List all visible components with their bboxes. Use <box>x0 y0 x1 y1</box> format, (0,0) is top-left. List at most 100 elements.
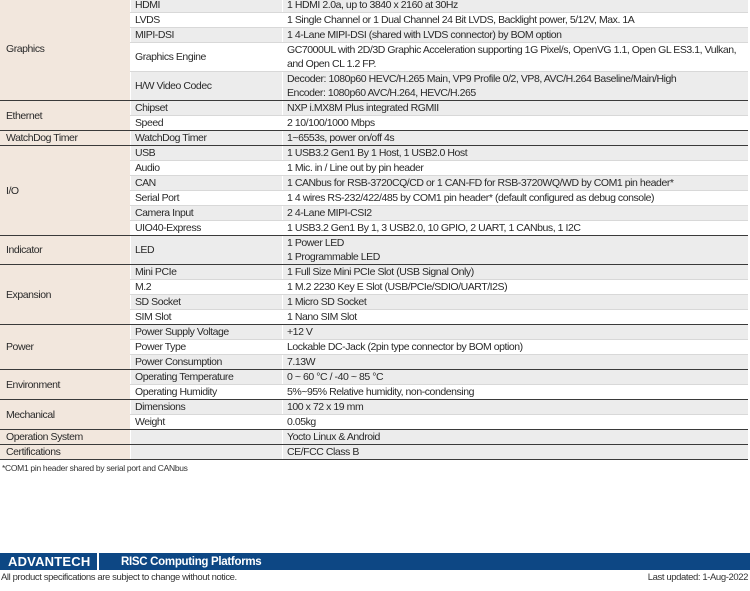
spec-item-name: LVDS <box>130 12 283 28</box>
spec-item-name <box>130 429 283 445</box>
spec-item-name: Serial Port <box>130 190 283 206</box>
spec-value-line: 1 USB3.2 Gen1 By 1, 3 USB2.0, 10 GPIO, 2… <box>287 222 581 234</box>
spec-item-name: Operating Temperature <box>130 369 283 385</box>
spec-item-value: 1 USB3.2 Gen1 By 1, 3 USB2.0, 10 GPIO, 2… <box>282 220 748 236</box>
spec-row: Indicator LED 1 Power LED 1 Programmable LE… <box>0 235 748 265</box>
spec-value-line: 1 Full Size Mini PCIe Slot (USB Signal O… <box>287 266 474 278</box>
spec-value-line: and Open CL 1.2 FP. <box>287 58 376 70</box>
spec-item-name: Power Type <box>130 339 283 355</box>
spec-value-line: Decoder: 1080p60 HEVC/H.265 Main, VP9 Pr… <box>287 73 677 85</box>
spec-row: Expansion Mini PCIe 1 Full Size Mini PCIe … <box>0 264 748 325</box>
spec-item-name: Camera Input <box>130 205 283 221</box>
spec-value-line: 1 Nano SIM Slot <box>287 311 357 323</box>
spec-item-name: MIPI-DSI <box>130 27 283 43</box>
spec-value-line: 2 4-Lane MIPI-CSI2 <box>287 207 372 219</box>
spec-row: UIO40-Express 1 USB3.2 Gen1 By 1, 3 USB2.… <box>0 220 748 236</box>
spec-item-name: Weight <box>130 414 283 430</box>
spec-item-name: M.2 <box>130 279 283 295</box>
spec-row: Graphics Engine GC7000UL with 2D/3D Graph… <box>0 42 748 72</box>
spec-row: H/W Video Codec Decoder: 1080p60 HEVC/H.2… <box>0 71 748 101</box>
spec-item-value: 1 Nano SIM Slot <box>282 309 748 325</box>
spec-value-line: CE/FCC Class B <box>287 446 359 458</box>
spec-value-line: 5%~95% Relative humidity, non-condensing <box>287 386 474 398</box>
spec-value-line: NXP i.MX8M Plus integrated RGMII <box>287 102 439 114</box>
spec-item-name: Power Supply Voltage <box>130 324 283 340</box>
spec-item-name: WatchDog Timer <box>130 130 283 146</box>
spec-item-value: 1 Single Channel or 1 Dual Channel 24 Bi… <box>282 12 748 28</box>
spec-row: Audio 1 Mic. in / Line out by pin header <box>0 160 748 176</box>
spec-value-line: Encoder: 1080p60 AVC/H.264, HEVC/H.265 <box>287 87 476 99</box>
spec-category: Indicator <box>0 235 131 265</box>
spec-row: MIPI-DSI 1 4-Lane MIPI-DSI (shared with L… <box>0 27 748 43</box>
spec-row: Weight 0.05kg <box>0 414 748 430</box>
spec-item-value: 0.05kg <box>282 414 748 430</box>
spec-row: I/O USB 1 USB3.2 Gen1 By 1 Host, 1 USB2.0 … <box>0 145 748 236</box>
spec-value-line: 1 Programmable LED <box>287 251 380 263</box>
spec-row: Operating Humidity 5%~95% Relative humidi… <box>0 384 748 400</box>
spec-value-line: 0.05kg <box>287 416 316 428</box>
spec-item-value: GC7000UL with 2D/3D Graphic Acceleration… <box>282 42 748 72</box>
spec-item-value: 2 4-Lane MIPI-CSI2 <box>282 205 748 221</box>
spec-category: Power <box>0 324 131 370</box>
spec-item-value: +12 V <box>282 324 748 340</box>
spec-value-line: GC7000UL with 2D/3D Graphic Acceleration… <box>287 44 737 56</box>
spec-item-value: 1 4 wires RS-232/422/485 by COM1 pin hea… <box>282 190 748 206</box>
spec-item-value: Yocto Linux & Android <box>282 429 748 445</box>
spec-value-line: +12 V <box>287 326 313 338</box>
spec-value-line: 1 CANbus for RSB-3720CQ/CD or 1 CAN-FD f… <box>287 177 674 189</box>
spec-item-name: Graphics Engine <box>130 42 283 72</box>
spec-row: Speed 2 10/100/1000 Mbps <box>0 115 748 131</box>
spec-item-name: LED <box>130 235 283 265</box>
spec-item-value: 5%~95% Relative humidity, non-condensing <box>282 384 748 400</box>
spec-value-line: 0 ~ 60 °C / -40 ~ 85 °C <box>287 371 384 383</box>
spec-row: Power Power Supply Voltage +12 V <box>0 324 748 370</box>
spec-item-value: 1 Micro SD Socket <box>282 294 748 310</box>
spec-item-name: UIO40-Express <box>130 220 283 236</box>
spec-item-value: 1 CANbus for RSB-3720CQ/CD or 1 CAN-FD f… <box>282 175 748 191</box>
spec-value-line: 1 M.2 2230 Key E Slot (USB/PCIe/SDIO/UAR… <box>287 281 508 293</box>
spec-row: Ethernet Chipset NXP i.MX8M Plus integrate… <box>0 100 748 131</box>
spec-item-value: 2 10/100/1000 Mbps <box>282 115 748 131</box>
spec-item-value: 1 Full Size Mini PCIe Slot (USB Signal O… <box>282 264 748 280</box>
spec-value-line: 100 x 72 x 19 mm <box>287 401 364 413</box>
spec-category: Ethernet <box>0 100 131 131</box>
spec-table: Graphics HDMI 1 HDMI 2.0a, up to 3840 x 21… <box>0 0 748 460</box>
spec-row: Camera Input 2 4-Lane MIPI-CSI2 <box>0 205 748 221</box>
spec-value-line: 1 Micro SD Socket <box>287 296 367 308</box>
spec-item-value: NXP i.MX8M Plus integrated RGMII <box>282 100 748 116</box>
spec-item-name: SD Socket <box>130 294 283 310</box>
spec-value-line: 1 HDMI 2.0a, up to 3840 x 2160 at 30Hz <box>287 0 458 11</box>
spec-row: Serial Port 1 4 wires RS-232/422/485 by C… <box>0 190 748 206</box>
spec-row: Certifications CE/FCC Class B <box>0 444 748 460</box>
spec-item-value: 1 4-Lane MIPI-DSI (shared with LVDS conn… <box>282 27 748 43</box>
spec-category: Operation System <box>0 429 131 445</box>
spec-item-value: Decoder: 1080p60 HEVC/H.265 Main, VP9 Pr… <box>282 71 748 101</box>
disclaimer: All product specifications are subject t… <box>1 572 237 583</box>
spec-item-name: Dimensions <box>130 399 283 415</box>
spec-row: SIM Slot 1 Nano SIM Slot <box>0 309 748 325</box>
spec-item-value: 7.13W <box>282 354 748 370</box>
spec-item-value: 1 Power LED 1 Programmable LED <box>282 235 748 265</box>
spec-item-name: SIM Slot <box>130 309 283 325</box>
spec-item-name: HDMI <box>130 0 283 13</box>
spec-item-name: USB <box>130 145 283 161</box>
spec-item-name: Power Consumption <box>130 354 283 370</box>
spec-row: Operation System Yocto Linux & Android <box>0 429 748 445</box>
spec-item-value: 1 Mic. in / Line out by pin header <box>282 160 748 176</box>
footnote: *COM1 pin header shared by serial port a… <box>2 463 188 473</box>
spec-item-value: 0 ~ 60 °C / -40 ~ 85 °C <box>282 369 748 385</box>
spec-value-line: 1~6553s, power on/off 4s <box>287 132 395 144</box>
spec-item-name: Audio <box>130 160 283 176</box>
spec-row: CAN 1 CANbus for RSB-3720CQ/CD or 1 CAN-F… <box>0 175 748 191</box>
spec-item-value: Lockable DC-Jack (2pin type connector by… <box>282 339 748 355</box>
spec-row: WatchDog Timer WatchDog Timer 1~6553s, pow… <box>0 130 748 146</box>
spec-value-line: 1 4 wires RS-232/422/485 by COM1 pin hea… <box>287 192 655 204</box>
spec-value-line: Yocto Linux & Android <box>287 431 380 443</box>
spec-category: Environment <box>0 369 131 400</box>
spec-item-name: Operating Humidity <box>130 384 283 400</box>
spec-row: Power Type Lockable DC-Jack (2pin type co… <box>0 339 748 355</box>
spec-row: Mechanical Dimensions 100 x 72 x 19 mm <box>0 399 748 430</box>
spec-item-name: Chipset <box>130 100 283 116</box>
spec-value-line: 1 Mic. in / Line out by pin header <box>287 162 424 174</box>
spec-item-name: CAN <box>130 175 283 191</box>
